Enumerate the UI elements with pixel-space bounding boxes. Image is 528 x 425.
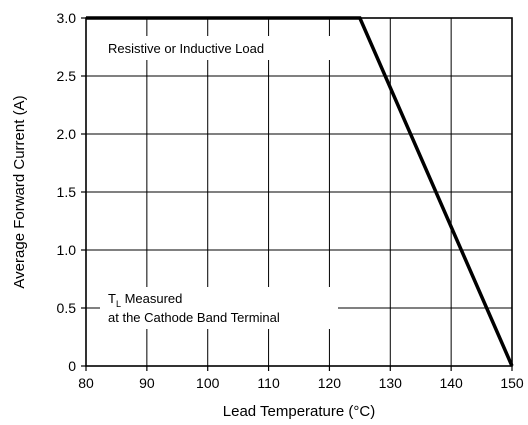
annotation-tl-measured: TL Measured — [108, 291, 182, 309]
x-tick-label: 130 — [379, 375, 403, 391]
y-axis-label: Average Forward Current (A) — [11, 95, 28, 288]
x-tick-label: 110 — [257, 375, 280, 391]
derating-curve — [86, 16, 514, 367]
annotation-load-box: Resistive or Inductive Load — [100, 36, 336, 60]
y-tick-label: 3.0 — [57, 10, 77, 26]
y-tick-label: 2.0 — [57, 126, 77, 142]
y-tick-label: 2.5 — [57, 68, 77, 84]
x-tick-label: 100 — [196, 375, 220, 391]
x-axis-ticks: 80 90 100 110 120 130 140 150 — [78, 366, 524, 391]
y-axis-ticks: 0 0.5 1.0 1.5 2.0 2.5 3.0 — [57, 10, 86, 374]
annotation-tl-box: TL Measured at the Cathode Band Terminal — [100, 287, 338, 329]
x-tick-label: 80 — [78, 375, 94, 391]
x-tick-label: 140 — [439, 375, 463, 391]
y-tick-label: 0 — [68, 358, 76, 374]
y-tick-label: 0.5 — [57, 300, 77, 316]
y-tick-label: 1.5 — [57, 184, 77, 200]
x-tick-label: 120 — [318, 375, 342, 391]
annotation-tl-location: at the Cathode Band Terminal — [108, 310, 280, 325]
x-tick-label: 90 — [139, 375, 155, 391]
y-tick-label: 1.0 — [57, 242, 77, 258]
annotation-load: Resistive or Inductive Load — [108, 41, 264, 56]
x-axis-label: Lead Temperature (°C) — [223, 403, 375, 420]
x-tick-label: 150 — [500, 375, 524, 391]
